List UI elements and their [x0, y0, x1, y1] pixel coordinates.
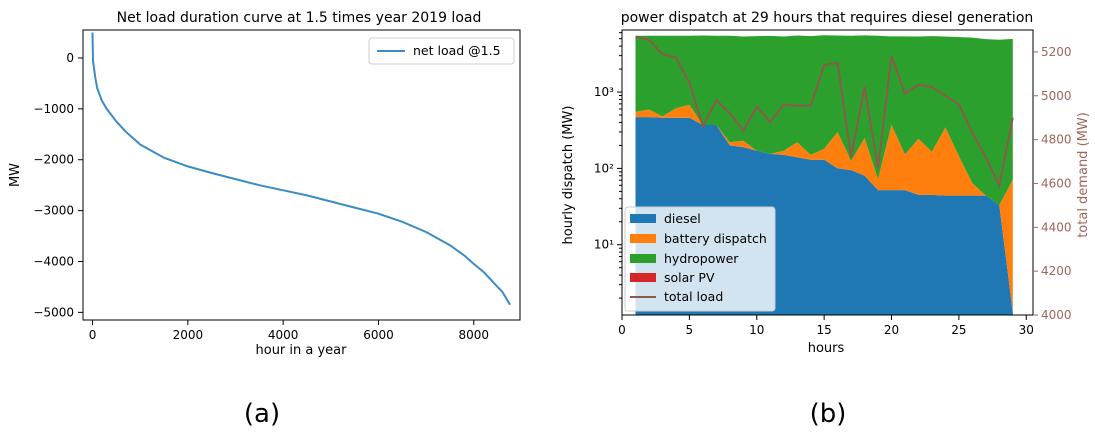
chart-b-x-tick-label: 5 [686, 323, 694, 337]
chart-b-legend-box [624, 206, 776, 312]
chart-b-y-ticks: 10¹ 10² 10³ [594, 32, 622, 299]
chart-a-plot-area [82, 29, 521, 321]
chart-a-legend-box [368, 37, 515, 65]
chart-b-x-axis-label: hours [808, 341, 845, 356]
chart-b-x-tick-label: 30 [1019, 323, 1034, 337]
chart-b-x-tick-label: 0 [618, 323, 626, 337]
chart-a-title: Net load duration curve at 1.5 times yea… [117, 10, 482, 26]
chart-a-y-tick-label: −3000 [33, 204, 74, 218]
chart-a: Net load duration curve at 1.5 times yea… [8, 10, 521, 358]
chart-a-y-tick-label: −4000 [33, 254, 74, 268]
chart-a-x-tick-label: 0 [89, 328, 97, 342]
chart-b-y2-axis-label: total demand (MW) [1076, 112, 1091, 238]
chart-b-legend-label-solar: solar PV [664, 270, 715, 285]
chart-b-y2-tick-label: 5200 [1041, 45, 1072, 59]
chart-a-legend-label: net load @1.5 [413, 43, 501, 58]
chart-b-x-tick-label: 15 [816, 323, 831, 337]
chart-a-net-load-line [91, 32, 511, 306]
chart-b-x-ticks: 0 5 10 15 20 25 30 [618, 315, 1034, 337]
chart-b-battery-area [635, 104, 1013, 313]
chart-b-title: power dispatch at 29 hours that requires… [621, 10, 1034, 26]
chart-b-legend-label-battery: battery dispatch [664, 231, 767, 246]
chart-b-y-tick-label: 10³ [594, 85, 614, 99]
chart-b: power dispatch at 29 hours that requires… [561, 10, 1091, 356]
chart-b-y2-ticks: 4000 4200 4400 4600 4800 5000 5200 [1033, 45, 1072, 322]
chart-b-y-axis-label: hourly dispatch (MW) [561, 106, 576, 245]
chart-a-series-layer [91, 32, 511, 306]
chart-b-y2-tick-label: 5000 [1041, 89, 1072, 103]
chart-b-y-tick-label: 10¹ [594, 238, 614, 252]
chart-b-y2-tick-label: 4000 [1041, 308, 1072, 322]
chart-a-legend: net load @1.5 [368, 37, 515, 65]
chart-b-y-tick-label: 10² [594, 161, 614, 175]
chart-b-legend-swatch-battery [630, 234, 656, 243]
chart-b-legend-label-total-load: total load [664, 289, 723, 304]
chart-a-y-ticks: 0 −1000 −2000 −3000 −4000 −5000 [33, 51, 83, 319]
chart-b-hydropower-area [635, 35, 1013, 206]
chart-b-legend-label-hydropower: hydropower [664, 251, 739, 266]
chart-b-y2-tick-label: 4400 [1041, 220, 1072, 234]
chart-a-x-tick-label: 6000 [363, 328, 394, 342]
chart-a-y-tick-label: −2000 [33, 153, 74, 167]
chart-b-y2-tick-label: 4800 [1041, 133, 1072, 147]
chart-a-x-tick-label: 2000 [173, 328, 204, 342]
chart-b-legend-swatch-solar [630, 273, 656, 282]
chart-a-y-axis-label: MW [8, 163, 23, 187]
chart-a-x-ticks: 0 2000 4000 6000 8000 [89, 320, 489, 342]
chart-a-y-tick-label: −1000 [33, 102, 74, 116]
chart-b-y2-tick-label: 4200 [1041, 264, 1072, 278]
chart-b-legend: diesel battery dispatch hydropower solar… [624, 206, 776, 312]
chart-a-x-tick-label: 8000 [459, 328, 490, 342]
panel-label-a: (a) [244, 399, 280, 429]
chart-b-x-tick-label: 25 [951, 323, 966, 337]
chart-b-legend-swatch-diesel [630, 214, 656, 223]
chart-b-y2-tick-label: 4600 [1041, 176, 1072, 190]
chart-b-total-load-line [635, 35, 1014, 189]
chart-b-total-load-layer [635, 35, 1014, 189]
chart-b-legend-swatch-hydropower [630, 254, 656, 263]
chart-a-x-axis-label: hour in a year [256, 343, 348, 358]
chart-a-y-tick-label: −5000 [33, 305, 74, 319]
chart-a-y-tick-label: 0 [66, 51, 74, 65]
chart-b-x-tick-label: 10 [749, 323, 764, 337]
chart-a-x-tick-label: 4000 [268, 328, 299, 342]
chart-b-plot-area [621, 29, 1034, 316]
chart-b-x-tick-label: 20 [884, 323, 899, 337]
panel-label-b: (b) [810, 399, 847, 429]
chart-b-legend-label-diesel: diesel [664, 211, 701, 226]
